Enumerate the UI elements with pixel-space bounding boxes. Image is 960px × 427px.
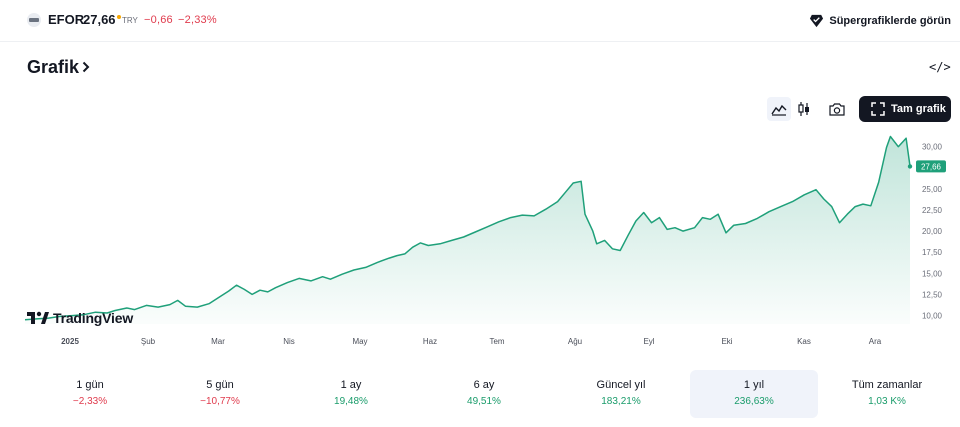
chevron-right-icon (82, 61, 90, 73)
supercharts-icon (810, 14, 824, 28)
x-axis-tick-label: Tem (489, 337, 504, 346)
performance-tab[interactable]: Güncel yıl 183,21% (557, 370, 685, 418)
tradingview-icon (27, 311, 49, 324)
supercharts-label: Süpergrafiklerde görün (829, 14, 951, 27)
performance-value: −10,77% (200, 396, 240, 407)
candles-icon (798, 102, 809, 116)
y-axis-tick-label: 22,50 (922, 206, 943, 215)
x-axis-tick-label: Ağu (568, 337, 582, 346)
x-axis-tick-label: Eyl (643, 337, 654, 346)
y-axis-tick-label: 20,00 (922, 227, 943, 236)
performance-value: −2,33% (72, 396, 108, 407)
performance-value: 183,21% (601, 396, 641, 407)
last-price: 27,66 (83, 12, 116, 27)
x-axis-tick-label: Kas (797, 337, 811, 346)
quote-header: EFOR 27,66 TRY −0,66 −2,33% Süpergrafikl… (0, 0, 960, 42)
performance-period-label: 1 yıl (743, 379, 765, 391)
area-chart-icon (771, 104, 787, 116)
x-axis-tick-label: Nis (283, 337, 295, 346)
candles-chart-style-button[interactable] (792, 97, 816, 121)
price-chart-canvas[interactable]: 10,0012,5015,0017,5020,0022,5025,0027,50… (0, 128, 960, 350)
section-title-text: Grafik (27, 57, 80, 77)
price-change-percent: −2,33% (178, 14, 217, 26)
performance-period-label: 1 gün (76, 379, 104, 391)
company-logo-icon (27, 13, 41, 27)
performance-value: 1,03 K% (868, 396, 906, 407)
x-axis-tick-label: Ara (869, 337, 882, 346)
area-chart-style-button[interactable] (767, 97, 791, 121)
full-chart-label: Tam grafik (891, 103, 946, 115)
market-status-dot-icon (117, 15, 121, 19)
y-axis-tick-label: 10,00 (922, 312, 943, 321)
y-axis-tick-label: 12,50 (922, 290, 943, 299)
performance-period-label: 5 gün (206, 379, 234, 391)
x-axis-tick-label: May (352, 337, 367, 346)
ticker-symbol[interactable]: EFOR (48, 12, 85, 27)
last-price-dot (907, 164, 913, 169)
performance-tab[interactable]: 6 ay 49,51% (420, 370, 548, 418)
performance-tab[interactable]: Tüm zamanlar 1,03 K% (823, 370, 951, 418)
price-line (24, 135, 911, 321)
x-axis-tick-label: Mar (211, 337, 225, 346)
last-price-tag-label: 27,66 (921, 162, 942, 171)
screenshot-button[interactable] (825, 97, 849, 121)
x-axis-tick-label: Haz (423, 337, 437, 346)
last-price-tag (916, 160, 946, 173)
fullscreen-icon (871, 102, 885, 116)
performance-value: 19,48% (334, 396, 368, 407)
embed-code-button[interactable]: </> (929, 60, 951, 74)
performance-tab[interactable]: 1 ay 19,48% (287, 370, 415, 418)
y-axis-tick-label: 30,00 (922, 143, 943, 152)
price-area-fill (25, 136, 910, 324)
performance-period-label: 1 ay (340, 379, 362, 391)
tradingview-logo[interactable]: TradingView (27, 310, 133, 326)
price-change: −0,66 (144, 14, 173, 26)
performance-period-label: Tüm zamanlar (851, 379, 923, 391)
x-axis-tick-label: 2025 (61, 337, 79, 346)
full-chart-button[interactable]: Tam grafik (859, 96, 951, 122)
performance-tab[interactable]: 1 yıl 236,63% (690, 370, 818, 418)
y-axis-tick-label: 25,00 (922, 185, 943, 194)
section-title[interactable]: Grafik (27, 57, 90, 78)
y-axis-tick-label: 17,50 (922, 248, 943, 257)
tradingview-wordmark: TradingView (53, 310, 134, 326)
y-axis-tick-label: 15,00 (922, 269, 943, 278)
open-supercharts-link[interactable]: Süpergrafiklerde görün (809, 13, 951, 28)
performance-period-label: Güncel yıl (596, 379, 646, 391)
x-axis-tick-label: Eki (721, 337, 732, 346)
performance-value: 236,63% (734, 396, 774, 407)
performance-tab[interactable]: 1 gün −2,33% (26, 370, 154, 418)
performance-period-label: 6 ay (473, 379, 495, 391)
currency-label: TRY (122, 16, 138, 25)
performance-tab[interactable]: 5 gün −10,77% (156, 370, 284, 418)
camera-icon (829, 102, 845, 116)
price-chart[interactable]: 10,0012,5015,0017,5020,0022,5025,0027,50… (0, 128, 960, 355)
x-axis-tick-label: Şub (141, 337, 156, 346)
performance-value: 49,51% (467, 396, 501, 407)
